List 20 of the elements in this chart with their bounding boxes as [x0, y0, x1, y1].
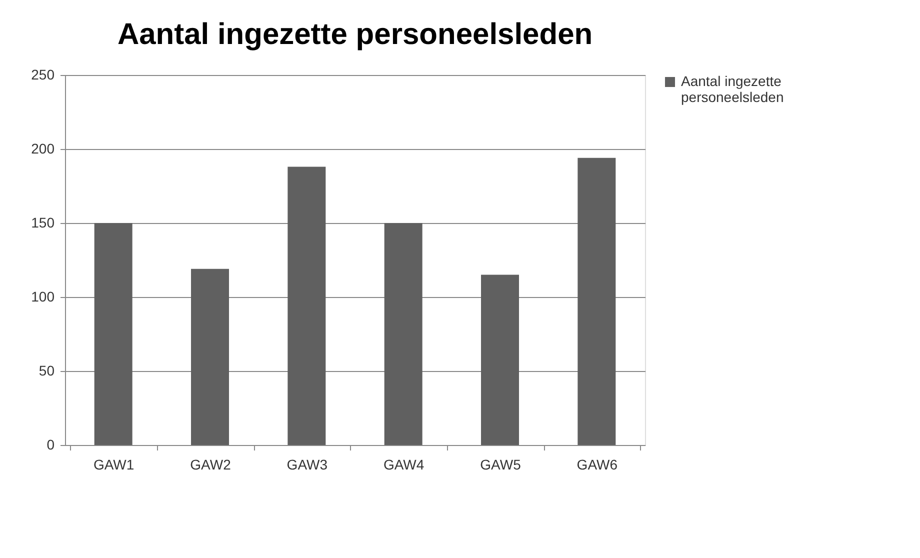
- y-tick-label: 250: [31, 66, 55, 82]
- bar: [578, 158, 616, 445]
- x-tick-label: GAW3: [286, 456, 328, 472]
- chart-title: Aantal ingezette personeelsleden: [117, 18, 593, 51]
- y-tick-label: 50: [38, 362, 55, 378]
- x-tick-label: GAW6: [576, 456, 618, 472]
- x-tick-label: GAW2: [190, 456, 232, 472]
- bar: [288, 166, 326, 445]
- y-tick-label: 0: [46, 436, 55, 452]
- bar: [384, 223, 422, 445]
- bar: [481, 274, 519, 445]
- y-tick-label: 100: [31, 288, 55, 304]
- bar: [94, 223, 132, 445]
- x-tick-label: GAW4: [383, 456, 424, 472]
- x-tick-label: GAW1: [93, 456, 134, 472]
- y-tick-label: 200: [31, 140, 55, 156]
- y-tick-label: 150: [31, 214, 55, 230]
- legend-label: Aantal ingezette personeelsleden: [681, 73, 784, 105]
- x-tick-label: GAW5: [480, 456, 522, 472]
- bar: [191, 268, 229, 445]
